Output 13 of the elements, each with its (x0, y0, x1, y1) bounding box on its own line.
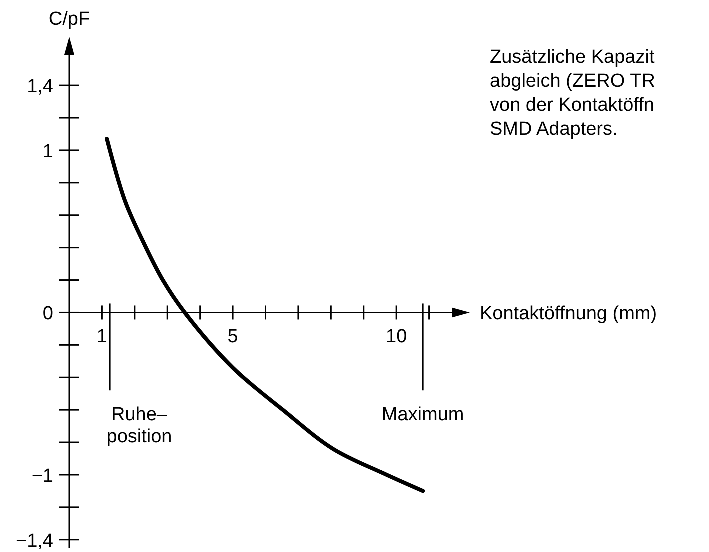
x-tick-label: 1 (96, 326, 108, 348)
text: Zusätzliche Kapazit abgleich (ZERO TR von der Kontaktöffn SMD Adapters. (490, 47, 656, 140)
y-tick-label: −1 (32, 466, 54, 487)
y-tick-label: 1,4 (27, 76, 54, 98)
y-tick-label: 0 (42, 304, 54, 325)
x-tick-label: 5 (228, 326, 238, 348)
y-tick-label: 1 (42, 141, 54, 162)
y-tick-label: −1,4 (16, 530, 54, 552)
x-axis-title: Kontaktöffnung (mm) (480, 304, 658, 325)
x-tick-label: 10 (386, 326, 408, 348)
ref-line-label: Maximum (382, 404, 464, 426)
y-axis-title: C/pF (48, 9, 90, 30)
ref-line-label: Ruhe– position (106, 404, 172, 448)
